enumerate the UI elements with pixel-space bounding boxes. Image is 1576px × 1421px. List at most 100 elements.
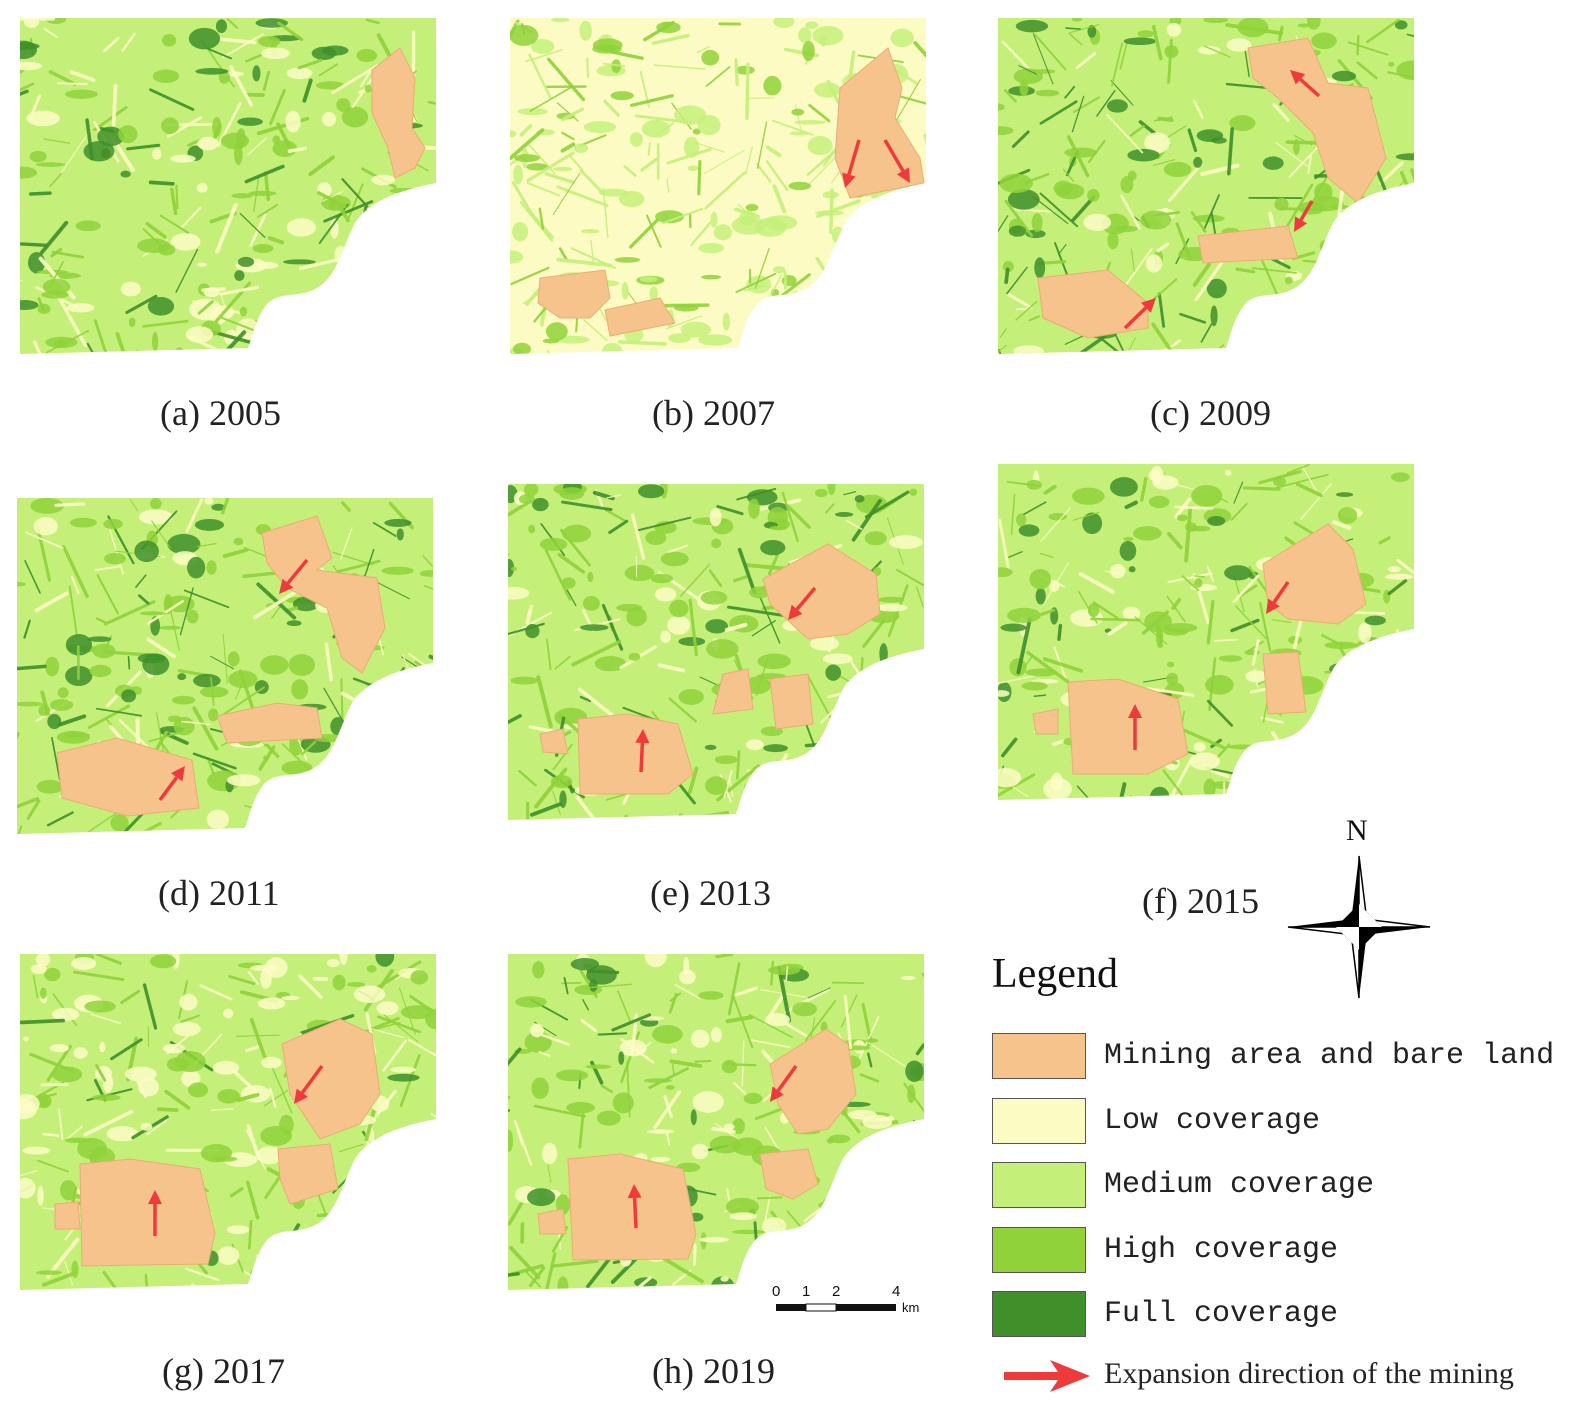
vegetation-streak: [90, 1013, 121, 1024]
vegetation-patch: [252, 243, 274, 253]
vegetation-patch: [725, 1197, 759, 1216]
vegetation-streak: [212, 123, 222, 140]
vegetation-streak: [1257, 252, 1280, 299]
arrow-head: [842, 172, 856, 188]
vegetation-streak: [192, 706, 219, 751]
vegetation-patch: [1396, 60, 1414, 80]
vegetation-patch: [231, 193, 253, 199]
vegetation-streak: [34, 591, 69, 613]
vegetation-streak: [552, 791, 561, 815]
vegetation-streak: [49, 172, 62, 188]
vegetation-patch: [580, 229, 600, 234]
vegetation-streak: [894, 94, 926, 107]
mining-area-2007-2: [537, 269, 611, 319]
vegetation-patch: [683, 956, 690, 976]
vegetation-streak: [253, 174, 260, 213]
vegetation-streak: [197, 542, 217, 548]
vegetation-patch: [291, 1237, 305, 1253]
vegetation-patch: [215, 19, 228, 34]
vegetation-streak: [668, 544, 688, 553]
vegetation-patch: [654, 587, 677, 602]
vegetation-streak: [226, 18, 239, 29]
vegetation-patch: [510, 24, 539, 46]
vegetation-patch: [650, 1156, 671, 1163]
vegetation-patch: [1334, 744, 1356, 766]
vegetation-streak: [1200, 163, 1240, 177]
vegetation-streak: [597, 1032, 628, 1036]
vegetation-streak: [236, 1092, 260, 1102]
vegetation-streak: [1347, 649, 1359, 661]
vegetation-patch: [402, 715, 414, 732]
vegetation-streak: [998, 519, 1011, 572]
vegetation-streak: [851, 498, 882, 542]
vegetation-streak: [61, 545, 89, 598]
vegetation-patch: [381, 566, 414, 575]
vegetation-patch: [421, 345, 434, 354]
vegetation-patch: [167, 533, 201, 555]
vegetation-patch: [71, 957, 97, 970]
vegetation-patch: [217, 1089, 241, 1104]
vegetation-patch: [120, 170, 131, 178]
vegetation-streak: [536, 675, 553, 729]
vegetation-streak: [744, 784, 748, 820]
vegetation-streak: [518, 770, 537, 787]
vegetation-streak: [256, 1254, 260, 1290]
vegetation-patch: [1395, 153, 1414, 161]
map-panel-2011: [17, 498, 433, 834]
vegetation-streak: [272, 344, 297, 354]
vegetation-streak: [1235, 605, 1268, 640]
vegetation-streak: [1154, 211, 1180, 217]
arrow-shaft: [286, 558, 309, 585]
vegetation-streak: [1285, 140, 1318, 145]
vegetation-streak: [846, 687, 858, 709]
vegetation-streak: [1313, 269, 1320, 294]
vegetation-streak: [95, 707, 143, 717]
vegetation-patch: [1367, 739, 1393, 747]
vegetation-streak: [611, 1013, 652, 1032]
vegetation-patch: [866, 1038, 879, 1043]
vegetation-streak: [1062, 168, 1075, 183]
vegetation-streak: [659, 1254, 705, 1284]
vegetation-streak: [211, 1108, 234, 1111]
caption-2015: (f) 2015: [1142, 881, 1259, 921]
vegetation-streak: [1225, 82, 1271, 90]
vegetation-streak: [1039, 552, 1054, 559]
vegetation-streak: [765, 160, 789, 192]
vegetation-patch: [139, 611, 167, 616]
vegetation-streak: [368, 1197, 409, 1214]
vegetation-streak: [998, 348, 1005, 354]
vegetation-patch: [867, 1263, 888, 1273]
vegetation-streak: [1040, 608, 1056, 616]
vegetation-patch: [212, 117, 222, 137]
vegetation-streak: [1004, 199, 1034, 238]
vegetation-streak: [351, 77, 374, 108]
vegetation-patch: [773, 18, 795, 28]
vegetation-streak: [282, 1261, 295, 1271]
vegetation-streak: [862, 670, 895, 688]
vegetation-streak: [190, 1283, 211, 1290]
vegetation-patch: [22, 1146, 51, 1155]
vegetation-patch: [179, 993, 198, 1011]
vegetation-patch: [261, 824, 275, 834]
vegetation-patch: [1191, 484, 1223, 507]
vegetation-streak: [156, 1107, 179, 1112]
vegetation-patch: [20, 61, 43, 71]
vegetation-patch: [785, 1227, 818, 1243]
vegetation-streak: [785, 1023, 808, 1038]
vegetation-streak: [1148, 278, 1178, 304]
vegetation-streak: [849, 292, 905, 304]
vegetation-streak: [144, 1273, 151, 1290]
vegetation-streak: [268, 1277, 296, 1290]
vegetation-patch: [830, 322, 838, 339]
vegetation-streak: [754, 350, 761, 354]
vegetation-patch: [250, 964, 280, 971]
vegetation-streak: [538, 207, 545, 230]
north-label: N: [1346, 814, 1368, 847]
vegetation-streak: [420, 751, 433, 782]
vegetation-streak: [674, 816, 710, 820]
vegetation-streak: [530, 802, 562, 817]
vegetation-patch: [579, 20, 592, 41]
vegetation-streak: [1110, 80, 1134, 106]
vegetation-patch: [1018, 524, 1040, 537]
vegetation-patch: [794, 120, 826, 125]
